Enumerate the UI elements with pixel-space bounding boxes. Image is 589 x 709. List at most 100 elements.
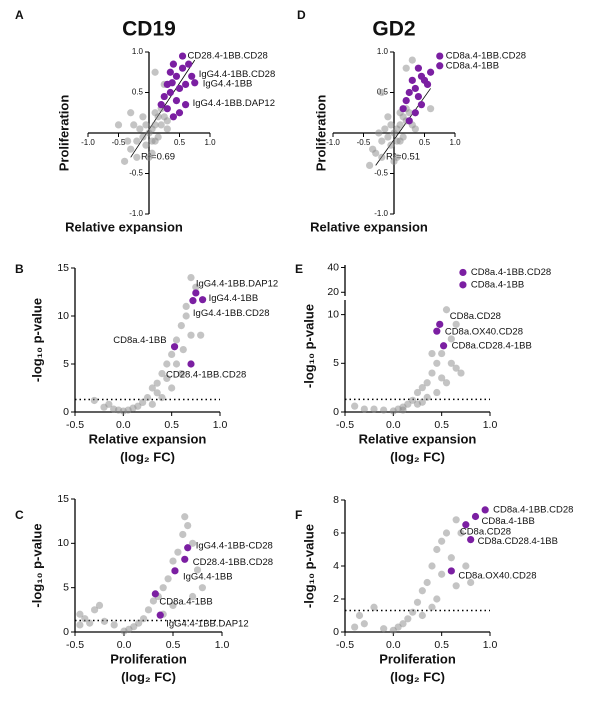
point [380,406,388,414]
point [370,405,378,413]
y-tick-label: 2 [333,593,339,605]
point [189,297,197,305]
point [185,60,193,68]
point [163,125,171,133]
point [160,92,168,101]
point [171,567,179,575]
y-tick-label: 10 [57,310,69,322]
point [447,359,455,367]
point [433,595,441,603]
point-label: IgG4.4-1BB.DAP12 [166,619,248,630]
point [114,406,123,414]
panel-letter: B [15,262,24,276]
y-tick-label: 1.0 [132,47,144,56]
point [198,584,206,592]
x-tick-label: -0.5 [336,639,354,651]
point-label: CD8a.4-1BB.CD28 [446,51,526,62]
point [436,62,444,70]
point [127,145,135,153]
y-tick-label: -1.0 [129,209,143,218]
point [90,396,98,405]
point [440,342,448,350]
point [169,113,177,121]
panel-title: GD2 [372,18,415,41]
x-axis-label: Relative expansion [310,219,428,234]
point-label: CD8a.OX40.CD28 [458,570,536,581]
point [402,97,410,105]
point [438,349,446,358]
point-label: IgG4.4-1BB [183,571,233,582]
point [381,125,389,133]
point [442,529,451,537]
point [159,584,167,592]
point [418,611,426,620]
x-axis-unit: (log₂ FC) [121,669,176,684]
point [404,615,412,623]
point [447,567,455,575]
point [452,320,460,328]
point [182,80,190,88]
point [174,548,182,556]
point [166,88,174,97]
point [168,350,176,358]
point [399,620,407,628]
y-tick-label: 5 [333,357,339,369]
point [135,619,143,627]
point [175,84,184,93]
y-tick-label: 0 [333,626,339,638]
point [405,88,413,97]
point [436,52,444,60]
point [427,68,435,76]
point [360,620,368,628]
point [157,101,165,109]
point [145,153,153,161]
point [405,117,413,125]
panel-letter: C [15,508,24,522]
point [175,109,184,117]
point [459,281,467,289]
point [133,137,141,145]
y-tick-label: 5 [63,581,69,593]
x-axis-unit: (log₂ FC) [390,449,445,464]
point [408,76,416,84]
point [351,623,359,631]
point [459,268,467,277]
point [182,312,190,320]
point [154,133,162,141]
point [457,529,465,537]
r-squared: R²=0.69 [141,152,175,163]
panel-title: CD19 [122,18,176,41]
point [414,64,422,72]
x-tick-label: 1.0 [204,138,216,147]
point [409,396,417,404]
point [168,79,176,87]
point [151,109,159,117]
x-tick-label: 0.5 [434,639,449,651]
point [142,121,150,129]
point [136,125,144,133]
point [189,592,197,601]
point [177,322,185,330]
x-tick-label: 0.5 [434,419,449,431]
point [387,141,395,149]
point [481,506,489,514]
point [76,621,84,629]
y-tick-label: 5 [63,358,69,370]
point [447,554,455,562]
point [148,384,156,392]
point [151,121,159,129]
point [153,389,161,397]
y-tick-label: 10 [327,308,339,320]
point [413,598,422,606]
point-label: CD8a.OX40.CD28 [445,327,523,338]
y-tick-label: 20 [327,286,339,298]
point [139,133,147,141]
point [187,274,195,282]
point-label: CD28.4-1BB.CD28 [193,557,273,568]
y-axis-label: -log₁₀ p-value [301,524,316,608]
point-label: IgG4.4-1BB.CD28 [199,69,276,80]
point [172,360,181,368]
point [413,388,422,397]
point [181,555,189,563]
point [442,379,451,387]
